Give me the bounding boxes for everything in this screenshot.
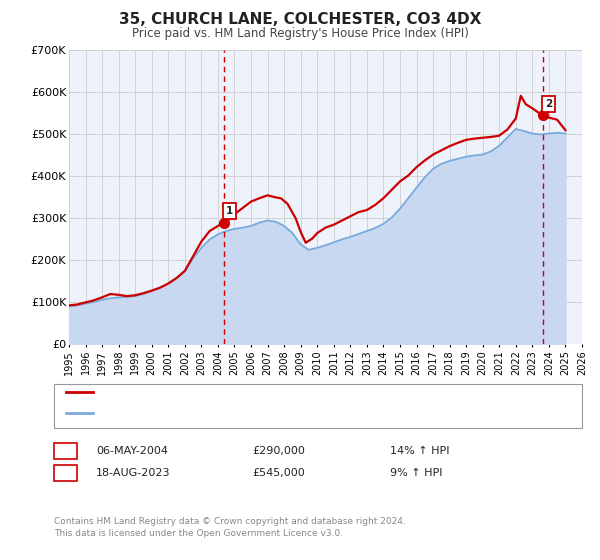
Text: 06-MAY-2004: 06-MAY-2004 bbox=[96, 446, 168, 456]
Text: 2: 2 bbox=[62, 468, 69, 478]
Text: Price paid vs. HM Land Registry's House Price Index (HPI): Price paid vs. HM Land Registry's House … bbox=[131, 27, 469, 40]
Text: 9% ↑ HPI: 9% ↑ HPI bbox=[390, 468, 443, 478]
Text: 18-AUG-2023: 18-AUG-2023 bbox=[96, 468, 170, 478]
Text: 35, CHURCH LANE, COLCHESTER, CO3 4DX (detached house): 35, CHURCH LANE, COLCHESTER, CO3 4DX (de… bbox=[99, 387, 419, 397]
Text: £290,000: £290,000 bbox=[252, 446, 305, 456]
Text: Contains HM Land Registry data © Crown copyright and database right 2024.: Contains HM Land Registry data © Crown c… bbox=[54, 517, 406, 526]
Text: 1: 1 bbox=[226, 206, 233, 216]
Text: 2: 2 bbox=[545, 99, 552, 109]
Text: 14% ↑ HPI: 14% ↑ HPI bbox=[390, 446, 449, 456]
Text: HPI: Average price, detached house, Colchester: HPI: Average price, detached house, Colc… bbox=[99, 408, 348, 418]
Text: £545,000: £545,000 bbox=[252, 468, 305, 478]
Text: 35, CHURCH LANE, COLCHESTER, CO3 4DX: 35, CHURCH LANE, COLCHESTER, CO3 4DX bbox=[119, 12, 481, 27]
Text: This data is licensed under the Open Government Licence v3.0.: This data is licensed under the Open Gov… bbox=[54, 529, 343, 538]
Text: 1: 1 bbox=[62, 446, 69, 456]
